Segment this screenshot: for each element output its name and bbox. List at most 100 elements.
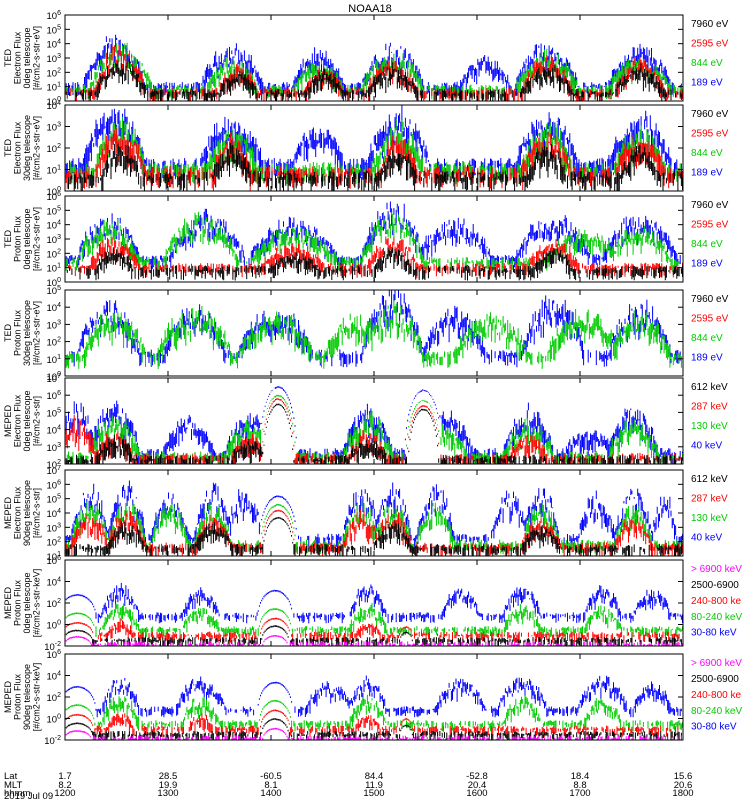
legend-entry: 30-80 keV — [691, 628, 737, 639]
y-tick-label: 100 — [47, 620, 62, 632]
y-tick-label: 100 — [47, 371, 62, 383]
legend-entry: 287 keV — [691, 494, 728, 505]
y-tick-label: 102 — [47, 143, 62, 155]
y-tick-label: 104 — [47, 100, 62, 112]
y-tick-label: 106 — [47, 10, 62, 22]
y-tick-label: 101 — [47, 165, 62, 177]
y-tick-label: 103 — [47, 234, 62, 246]
series-trace — [64, 386, 683, 464]
legend-entry: 7960 eV — [691, 19, 729, 30]
footer-value: 1400 — [260, 788, 281, 799]
footer-row-label: Lat — [4, 771, 18, 782]
series-trace — [64, 42, 683, 100]
series-trace — [68, 143, 683, 191]
y-tick-label: 104 — [47, 425, 62, 437]
y-axis-label: TEDElectron Flux30deg telescope[#/cm2-s-… — [3, 115, 42, 181]
series-30-80-kev — [64, 675, 682, 718]
footer-value: 11.9 — [365, 780, 383, 791]
series-trace — [66, 247, 683, 282]
y-tick-label: 101 — [47, 551, 62, 563]
series-trace — [65, 206, 680, 272]
y-tick-label: 105 — [47, 407, 62, 419]
series-287-kev — [64, 509, 683, 556]
footer-value: 15.6 — [674, 771, 693, 782]
y-axis-label: TEDProton Flux30deg telescope[#/cm2-s-st… — [3, 300, 42, 366]
panel-7: 10-2 100 102 104 106 MEPEDProton Flux0deg tel… — [3, 555, 742, 653]
y-tick-label: 105 — [47, 285, 62, 297]
legend-entry: > 6900 keV — [691, 658, 742, 669]
y-tick-label: 103 — [47, 442, 62, 454]
legend-entry: 2595 eV — [691, 39, 729, 50]
y-tick-label: 106 — [47, 649, 62, 661]
series-7960-ev — [68, 143, 683, 191]
y-tick-label: 104 — [47, 302, 62, 314]
footer-value: 28.5 — [159, 771, 178, 782]
series-40-kev — [64, 386, 683, 464]
legend-entry: 30-80 keV — [691, 722, 737, 733]
footer-value: 1600 — [466, 788, 487, 799]
series-trace — [64, 509, 683, 556]
y-tick-label: 106 — [47, 555, 62, 567]
panel-3: 100 101 102 103 104 105 106 TEDProton Flux0deg … — [3, 191, 729, 289]
series-844-ev — [64, 42, 683, 100]
footer-value: -52.8 — [466, 771, 488, 782]
legend-entry: 2595 eV — [691, 220, 729, 231]
y-tick-label: 101 — [47, 263, 62, 275]
y-tick-label: 10-2 — [44, 735, 61, 747]
y-tick-label: 106 — [47, 479, 62, 491]
legend-entry: 40 keV — [691, 533, 722, 544]
y-tick-label: 104 — [47, 220, 62, 232]
footer-value: 1200 — [54, 788, 75, 799]
legend-entry: 189 eV — [691, 259, 723, 270]
y-tick-label: 102 — [47, 337, 62, 349]
footer-value: 1500 — [363, 788, 384, 799]
series-trace — [65, 403, 683, 464]
y-tick-label: 102 — [47, 459, 62, 471]
legend-entry: 7960 eV — [691, 200, 729, 211]
y-tick-label: 105 — [47, 24, 62, 36]
legend-entry: 287 keV — [691, 402, 728, 413]
y-axis-label: TEDProton Flux0deg telescope[#/cm2-s-str… — [3, 207, 42, 271]
series-trace — [64, 201, 681, 270]
series-7960-ev — [66, 247, 683, 282]
y-tick-label: 104 — [47, 577, 62, 589]
legend-entry: 240-800 ke — [691, 690, 741, 701]
legend-entry: 189 eV — [691, 168, 723, 179]
y-tick-label: 105 — [47, 205, 62, 217]
legend-entry: 189 eV — [691, 353, 723, 364]
panel-4: 100 101 102 103 104 105 TEDProton Flux30deg te… — [3, 285, 729, 383]
y-tick-label: 102 — [47, 248, 62, 260]
y-tick-label: 102 — [47, 598, 62, 610]
footer-value: -60.5 — [260, 771, 282, 782]
legend-entry: 40 keV — [691, 441, 722, 452]
legend-entry: 189 eV — [691, 78, 723, 89]
legend-entry: 844 eV — [691, 333, 723, 344]
footer-row-label: MLT — [4, 780, 22, 791]
y-tick-label: 10-2 — [44, 641, 61, 653]
legend-entry: 2500-6900 — [691, 580, 739, 591]
y-tick-label: 102 — [47, 537, 62, 549]
footer-value: 20.4 — [468, 780, 487, 791]
footer-value: 20.6 — [674, 780, 693, 791]
footer-value: 8.8 — [573, 780, 586, 791]
series-130-kev — [64, 394, 683, 464]
y-tick-label: 100 — [47, 186, 62, 198]
legend-entry: 612 keV — [691, 474, 728, 485]
legend-entry: > 6900 keV — [691, 564, 742, 575]
series-trace — [64, 480, 683, 550]
legend-entry: 80-240 keV — [691, 706, 742, 717]
y-tick-label: 103 — [47, 319, 62, 331]
panel-2: 100 101 102 103 104 TEDElectron Flux30deg tel… — [3, 100, 729, 198]
legend-entry: 844 eV — [691, 58, 723, 69]
y-axis-label: MEPEDElectron Flux0deg telescope[#/cm2-s… — [3, 390, 42, 451]
footer-date: 2019 Jul 09 — [4, 791, 53, 800]
panel-1: 100 101 102 103 104 105 106 TEDElectron Flux0de… — [3, 10, 729, 108]
footer-value: 18.4 — [571, 771, 590, 782]
legend-entry: 240-800 ke — [691, 596, 741, 607]
panel-8: 10-2 100 102 104 106 MEPEDProton Flux90deg te… — [3, 649, 742, 747]
footer-value: 1.7 — [58, 771, 71, 782]
footer-value: 19.9 — [159, 780, 178, 791]
legend-entry: 7960 eV — [691, 109, 729, 120]
